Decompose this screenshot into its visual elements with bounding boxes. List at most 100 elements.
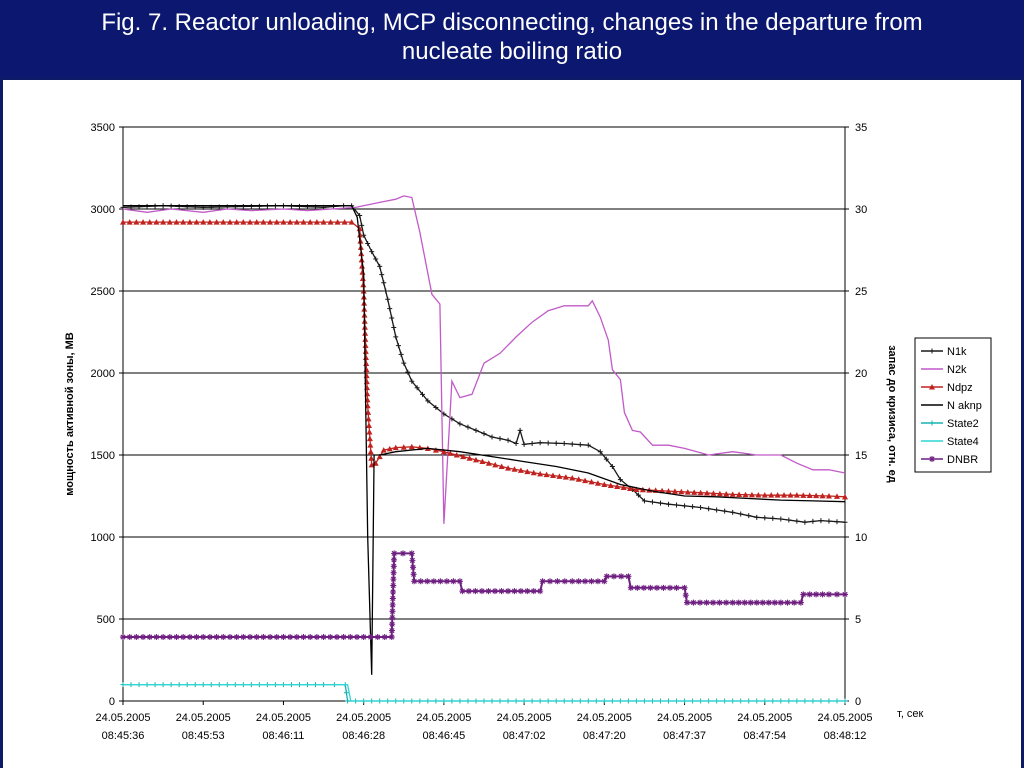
series-line-state4 bbox=[123, 683, 845, 702]
point-n1k bbox=[385, 296, 391, 302]
point-dnbr bbox=[505, 588, 512, 595]
point-n1k bbox=[369, 249, 375, 255]
point-dnbr bbox=[537, 588, 544, 595]
point-ndpz bbox=[173, 219, 180, 225]
point-dnbr bbox=[681, 584, 688, 591]
point-ndpz bbox=[819, 492, 826, 499]
point-dnbr bbox=[160, 634, 167, 641]
point-n1k bbox=[232, 204, 238, 210]
point-ndpz bbox=[736, 491, 743, 498]
point-n1k bbox=[603, 456, 609, 462]
point-n1k bbox=[810, 518, 816, 524]
point-dnbr bbox=[220, 634, 227, 641]
point-dnbr bbox=[374, 634, 381, 641]
point-dnbr bbox=[200, 634, 207, 641]
point-dnbr bbox=[653, 584, 660, 591]
point-n1k bbox=[635, 492, 641, 498]
point-n1k bbox=[738, 511, 744, 517]
point-n1k bbox=[730, 509, 736, 515]
point-n1k bbox=[597, 449, 603, 455]
point-n1k bbox=[331, 204, 337, 210]
point-dnbr bbox=[660, 584, 667, 591]
point-n1k bbox=[609, 463, 615, 469]
point-ndpz bbox=[180, 219, 187, 225]
point-ndpz bbox=[748, 491, 755, 498]
point-dnbr bbox=[456, 578, 463, 585]
point-dnbr bbox=[729, 599, 736, 606]
point-dnbr bbox=[683, 599, 690, 606]
point-n1k bbox=[383, 288, 389, 294]
point-dnbr bbox=[260, 634, 267, 641]
point-dnbr bbox=[389, 621, 396, 628]
point-ndpz bbox=[193, 219, 200, 225]
point-ndpz bbox=[240, 219, 247, 225]
legend-label-dnbr: DNBR bbox=[947, 454, 978, 466]
point-dnbr bbox=[554, 578, 561, 585]
point-dnbr bbox=[627, 584, 634, 591]
series-line-n2k bbox=[122, 195, 846, 524]
legend-label-state4: State4 bbox=[947, 436, 979, 448]
point-ndpz bbox=[575, 476, 582, 482]
point-dnbr bbox=[492, 588, 499, 595]
point-ndpz bbox=[620, 484, 627, 490]
point-dnbr bbox=[411, 578, 418, 585]
point-dnbr bbox=[313, 634, 320, 641]
point-n1k bbox=[545, 440, 551, 446]
point-dnbr bbox=[472, 588, 479, 595]
point-n1k bbox=[553, 440, 559, 446]
point-dnbr bbox=[498, 588, 505, 595]
point-ndpz bbox=[233, 219, 240, 225]
y-tick-label-right: 20 bbox=[855, 368, 867, 380]
point-ndpz bbox=[213, 219, 220, 225]
x-tick-label-date: 24.05.2005 bbox=[95, 712, 150, 724]
y-tick-label-left: 1500 bbox=[91, 450, 115, 462]
point-n1k bbox=[305, 204, 311, 210]
point-dnbr bbox=[424, 578, 431, 585]
point-ndpz bbox=[160, 219, 167, 225]
y-tick-label-left: 0 bbox=[109, 696, 115, 708]
point-dnbr bbox=[193, 634, 200, 641]
point-dnbr bbox=[546, 578, 553, 585]
point-n1k bbox=[569, 441, 575, 447]
point-dnbr bbox=[478, 588, 485, 595]
point-dnbr bbox=[813, 591, 820, 598]
point-ndpz bbox=[729, 491, 736, 497]
point-n1k bbox=[425, 398, 431, 404]
point-ndpz bbox=[665, 488, 672, 494]
point-ndpz bbox=[793, 492, 800, 498]
y-tick-label-left: 2000 bbox=[91, 368, 115, 380]
point-dnbr bbox=[647, 584, 654, 591]
point-n1k bbox=[517, 427, 523, 433]
x-tick-label-time: 08:47:37 bbox=[663, 730, 706, 742]
x-tick-label-time: 08:47:20 bbox=[583, 730, 626, 742]
point-ndpz bbox=[492, 461, 499, 468]
point-ndpz bbox=[755, 492, 762, 498]
point-dnbr bbox=[618, 573, 625, 580]
point-ndpz bbox=[671, 488, 678, 494]
point-dnbr bbox=[588, 578, 595, 585]
point-dnbr bbox=[381, 634, 388, 641]
point-dnbr bbox=[697, 599, 704, 606]
point-dnbr bbox=[399, 550, 406, 557]
x-axis-title: т, сек bbox=[897, 708, 924, 720]
point-ndpz bbox=[400, 444, 407, 450]
point-dnbr bbox=[327, 634, 334, 641]
point-dnbr bbox=[625, 573, 632, 580]
point-n1k bbox=[641, 498, 647, 504]
point-ndpz bbox=[366, 422, 373, 428]
point-n1k bbox=[802, 519, 808, 525]
point-n1k bbox=[770, 515, 776, 521]
y-tick-label-right: 0 bbox=[855, 696, 861, 708]
point-dnbr bbox=[333, 634, 340, 641]
point-dnbr bbox=[173, 634, 180, 641]
point-dnbr bbox=[388, 627, 395, 634]
point-n1k bbox=[387, 306, 393, 312]
point-n1k bbox=[489, 434, 495, 440]
point-ndpz bbox=[787, 492, 794, 498]
point-ndpz bbox=[691, 489, 698, 495]
point-dnbr bbox=[153, 634, 160, 641]
point-n1k bbox=[144, 203, 150, 209]
legend-marker-ndpz bbox=[929, 384, 935, 390]
point-dnbr bbox=[180, 634, 187, 641]
point-dnbr bbox=[417, 578, 424, 585]
